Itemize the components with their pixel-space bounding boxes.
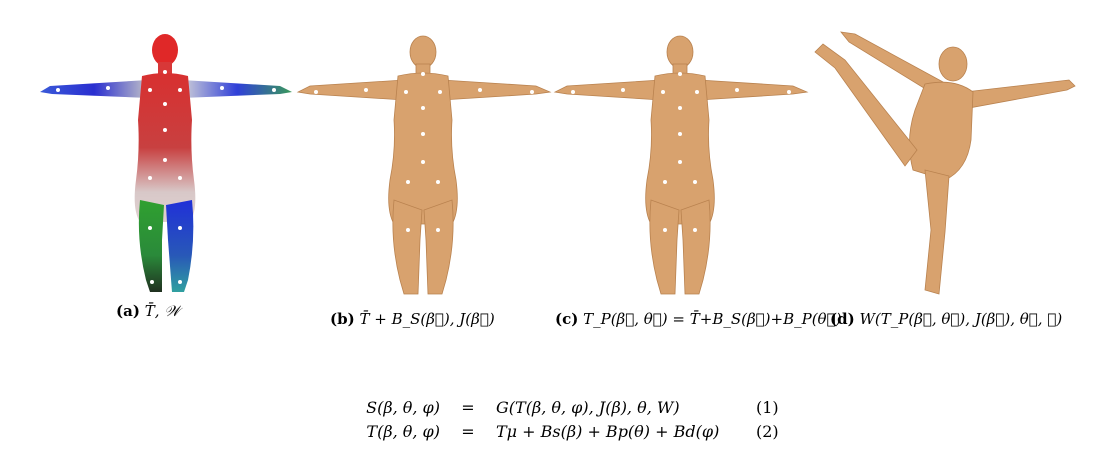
yoga-pose-figure (814, 31, 1076, 295)
equation-row: T(β, θ, φ) = Tμ + Bs(β) + Bp(θ) + Bd(φ) … (330, 422, 796, 446)
left-leg-shape (138, 200, 164, 292)
caption-text: T_P(β⃗, θ⃗) = T̄+B_S(β⃗)+B_P(θ⃗) (583, 310, 842, 328)
joint-markers (56, 70, 276, 284)
caption-a: (a) T̄, 𝒲 (116, 302, 180, 320)
caption-text: T̄ + B_S(β⃗), J(β⃗) (359, 310, 495, 328)
caption-tag: (c) (555, 310, 579, 328)
caption-text: W(T_P(β⃗, θ⃗), J(β⃗), θ⃗, 𝒲) (859, 310, 1063, 328)
tpose-shape-figure (296, 35, 552, 295)
equation-number: (2) (756, 422, 779, 441)
caption-tag: (b) (330, 310, 355, 328)
caption-b: (b) T̄ + B_S(β⃗), J(β⃗) (330, 310, 495, 328)
tpose-weights-figure (40, 34, 292, 292)
tpose-posed-figure (553, 35, 809, 295)
equation-lhs: S(β, θ, φ) (366, 398, 440, 417)
equation-rhs: Tμ + Bs(β) + Bp(θ) + Bd(φ) (496, 422, 720, 441)
right-leg-shape (166, 200, 194, 292)
figure-panel-d (805, 0, 1085, 300)
left-arm-shape (40, 80, 148, 98)
equals-sign: = (461, 422, 475, 441)
head-shape (152, 34, 178, 66)
equation-lhs: T(β, θ, φ) (366, 422, 440, 441)
caption-tag: (d) (830, 310, 855, 328)
figure-panel-b (288, 0, 558, 300)
joint-markers (314, 72, 534, 232)
caption-c: (c) T_P(β⃗, θ⃗) = T̄+B_S(β⃗)+B_P(θ⃗) (555, 310, 841, 328)
figure-panel-c (545, 0, 815, 300)
right-arm-shape (182, 80, 292, 98)
equation-number: (1) (756, 398, 779, 417)
torso-shape (134, 73, 196, 222)
caption-d: (d) W(T_P(β⃗, θ⃗), J(β⃗), θ⃗, 𝒲) (830, 310, 1062, 328)
figure-panel-a (30, 0, 300, 300)
equation-rhs: G(T(β, θ, φ), J(β), θ, W) (496, 398, 680, 417)
equation-row: S(β, θ, φ) = G(T(β, θ, φ), J(β), θ, W) (… (330, 398, 796, 422)
joint-markers (571, 72, 791, 232)
caption-tag: (a) (116, 302, 140, 320)
caption-text: T̄, 𝒲 (144, 302, 180, 320)
equation-block: S(β, θ, φ) = G(T(β, θ, φ), J(β), θ, W) (… (330, 398, 796, 446)
equals-sign: = (461, 398, 475, 417)
